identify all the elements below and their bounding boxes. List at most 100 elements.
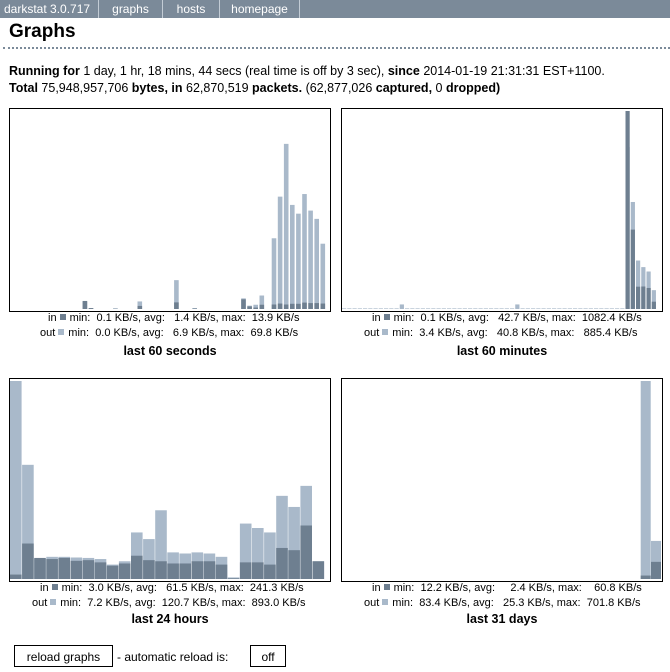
out-swatch-icon: [58, 329, 65, 335]
bar-out: [399, 304, 404, 309]
bar-in: [300, 525, 312, 579]
bar-out: [452, 308, 457, 309]
nav-link-homepage[interactable]: homepage: [220, 0, 300, 18]
bar-in: [277, 303, 283, 309]
graph-last-60-minutes: [341, 108, 663, 312]
bar-in: [137, 305, 143, 309]
legend-in: in min: 12.2 KB/s, avg: 2.4 KB/s, max: 60…: [372, 582, 642, 594]
in-swatch-icon: [51, 584, 58, 590]
bar-in: [82, 300, 88, 309]
bar-in: [46, 559, 58, 579]
bar-out: [373, 308, 378, 309]
bar-out: [447, 308, 452, 309]
bar-in: [227, 578, 240, 579]
bar-out: [296, 213, 301, 309]
bar-in: [247, 306, 252, 309]
bar-out: [264, 532, 276, 579]
bar-out: [609, 308, 614, 309]
bar-in: [636, 286, 641, 309]
bar-out: [531, 308, 536, 309]
reload-graphs-button[interactable]: reload graphs: [14, 645, 113, 667]
bar-out: [499, 308, 504, 309]
bar-out: [277, 196, 283, 309]
legend-in-text: in min: 0.1 KB/s, avg: 42.7 KB/s, max: 10…: [372, 312, 642, 324]
total-bytes: 75,948,957,706: [41, 81, 129, 95]
legend-out: out min: 7.2 KB/s, avg: 120.7 KB/s, max: …: [32, 597, 305, 609]
bar-out: [314, 218, 319, 309]
graph-last-24-hours: [9, 378, 331, 582]
bar-in: [264, 564, 276, 579]
bar-out: [357, 308, 362, 309]
since-label: since: [387, 64, 420, 78]
legend-out-text: out min: 83.4 KB/s, avg: 25.3 KB/s, max: …: [364, 597, 641, 609]
bar-out: [478, 308, 483, 309]
traffic-summary: Total 75,948,957,706 bytes, in 62,870,51…: [9, 81, 500, 95]
legend-in-text: in min: 12.2 KB/s, avg: 2.4 KB/s, max: 60…: [372, 582, 642, 594]
bar-in: [314, 303, 319, 309]
bar-out: [604, 308, 609, 309]
bar-in: [241, 299, 246, 309]
bar-out: [22, 464, 34, 579]
legend-in: in min: 3.0 KB/s, avg: 61.5 KB/s, max: 24…: [40, 582, 304, 594]
bar-out: [473, 308, 478, 309]
bar-in: [283, 304, 289, 309]
bar-out: [636, 260, 641, 309]
graph-last-60-seconds: [9, 108, 331, 312]
legend-out-text: out min: 0.0 KB/s, avg: 6.9 KB/s, max: 69…: [40, 327, 299, 339]
nav-link-hosts[interactable]: hosts: [163, 0, 220, 18]
bar-out: [457, 308, 462, 309]
bar-out: [415, 308, 420, 309]
bar-out: [546, 308, 551, 309]
page-title: Graphs: [9, 21, 76, 42]
legend-out-text: out min: 3.4 KB/s, avg: 40.8 KB/s, max: 8…: [364, 327, 638, 339]
bar-out: [436, 308, 441, 309]
bar-out: [468, 308, 473, 309]
bar-in: [82, 560, 95, 579]
bar-out: [562, 308, 567, 309]
bar-out: [394, 308, 399, 309]
bar-out: [462, 308, 467, 309]
bar-in: [118, 563, 131, 579]
bar-in: [271, 304, 277, 309]
bar-out: [640, 381, 651, 579]
bar-in: [179, 563, 191, 579]
bar-in: [167, 563, 179, 579]
bar-out: [599, 308, 604, 309]
bar-in: [106, 565, 119, 579]
bar-out: [615, 308, 620, 309]
bar-out: [10, 381, 22, 579]
bar-in: [320, 303, 326, 309]
bar-out: [567, 308, 572, 309]
bar-in: [308, 303, 313, 309]
chart-svg: [640, 381, 661, 579]
bar-out: [283, 143, 289, 309]
bar-in: [10, 574, 22, 579]
bar-out: [143, 539, 155, 579]
bar-out: [363, 308, 368, 309]
nav-link-graphs[interactable]: graphs: [99, 0, 163, 18]
legend-out: out min: 83.4 KB/s, avg: 25.3 KB/s, max: …: [364, 597, 641, 609]
bar-out: [276, 495, 288, 579]
bar-in: [203, 561, 216, 579]
bar-out: [578, 308, 583, 309]
bar-out: [573, 308, 578, 309]
bar-out: [320, 243, 326, 309]
bar-out: [155, 510, 167, 579]
bar-out: [515, 304, 520, 309]
uptime-summary: Running for 1 day, 1 hr, 18 mins, 44 sec…: [9, 64, 605, 78]
legend-out: out min: 0.0 KB/s, avg: 6.9 KB/s, max: 69…: [40, 327, 298, 339]
bar-in: [70, 560, 83, 579]
dropped-value: 0: [435, 81, 443, 95]
legend-in-text: in min: 0.1 KB/s, avg: 1.4 KB/s, max: 13.…: [48, 312, 300, 324]
legend-in-text: in min: 3.0 KB/s, avg: 61.5 KB/s, max: 24…: [40, 582, 304, 594]
bar-out: [426, 308, 431, 309]
graph-caption: last 31 days: [466, 612, 538, 626]
bar-out: [588, 308, 593, 309]
auto-reload-toggle[interactable]: off: [250, 645, 286, 667]
bar-out: [253, 304, 258, 309]
bar-out: [239, 523, 252, 579]
bar-out: [113, 308, 118, 309]
chart-svg: [82, 143, 326, 309]
bar-in: [215, 564, 228, 579]
total-packets: 62,870,519: [186, 81, 249, 95]
